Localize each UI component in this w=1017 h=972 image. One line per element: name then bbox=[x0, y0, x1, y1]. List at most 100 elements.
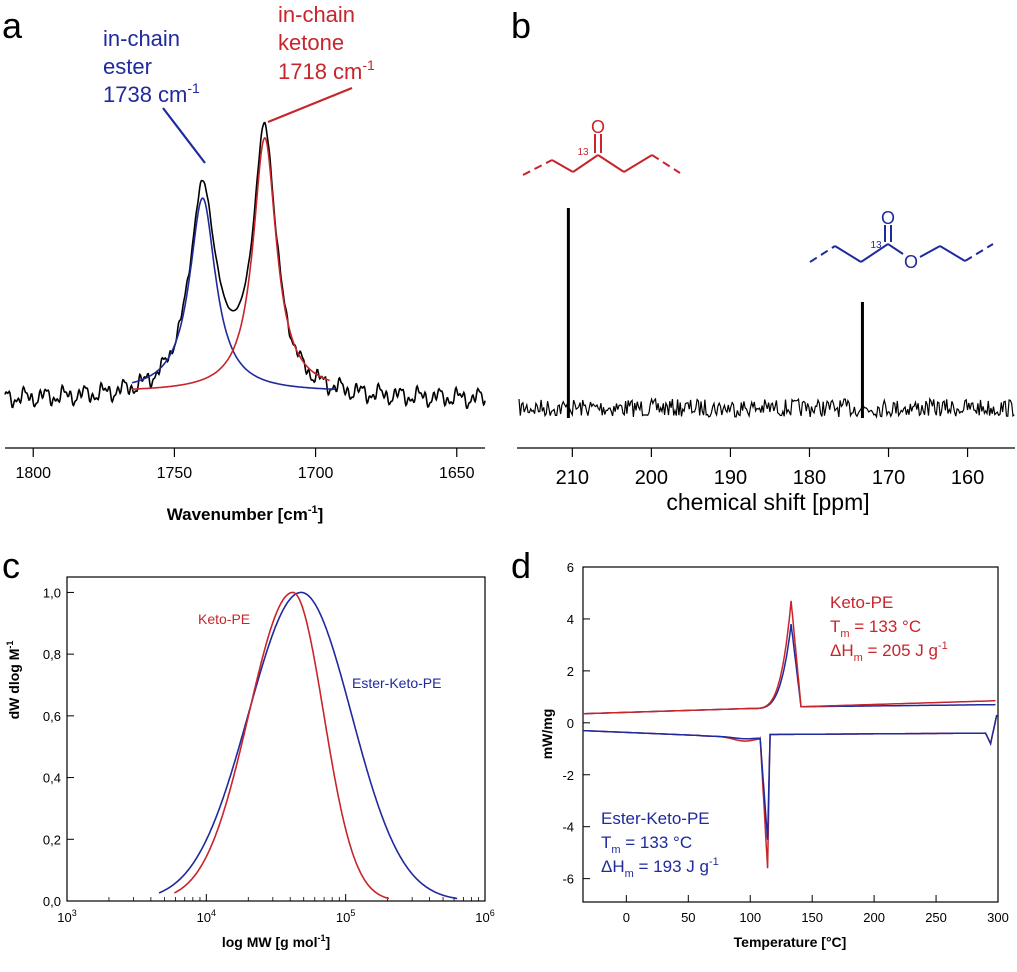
panel-letter-c: c bbox=[2, 545, 20, 586]
panel-a-ketone-line-3: 1718 cm-1 bbox=[278, 57, 375, 84]
panel-c-xlabel-end: ] bbox=[326, 934, 331, 950]
panel-d-keto-pe-dh-val: = 205 J g bbox=[863, 641, 938, 660]
panel-letter-a: a bbox=[2, 5, 23, 46]
panel-c-x-tick-base: 10 bbox=[57, 910, 71, 925]
panel-d-annotation-ester-keto-pe: Ester-Keto-PE Tm = 133 °C ΔHm = 193 J g-… bbox=[601, 809, 719, 880]
panel-d-ester-keto-pe-dh-main: ΔH bbox=[601, 857, 625, 876]
panel-a-x-axis-label: Wavenumber [cm-1] bbox=[167, 504, 324, 524]
panel-d-ester-keto-pe-tm-main: T bbox=[601, 833, 611, 852]
panel-d-annotation-keto-pe: Keto-PE Tm = 133 °C ΔHm = 205 J g-1 bbox=[830, 593, 948, 664]
panel-b-x-tick-label: 180 bbox=[793, 467, 826, 489]
panel-a-x-tick-label: 1650 bbox=[439, 465, 475, 482]
panel-d-y-tick-label: 2 bbox=[567, 664, 574, 679]
panel-c-legend-keto-pe: Keto-PE bbox=[198, 611, 250, 627]
panel-d-ester-keto-pe-dh-val: = 193 J g bbox=[634, 857, 709, 876]
panel-b-ester-label-13: 13 bbox=[870, 240, 882, 251]
panel-letter-d: d bbox=[511, 545, 531, 586]
panel-a-x-tick-label: 1750 bbox=[157, 465, 193, 482]
panel-d-keto-pe-dh-main: ΔH bbox=[830, 641, 854, 660]
panel-d-y-tick-label: 4 bbox=[567, 612, 574, 627]
panel-a-ester-line-3: 1738 cm-1 bbox=[103, 80, 200, 107]
panel-a-ketone-line-1: in-chain bbox=[278, 2, 355, 27]
panel-a-ester-wavenumber: 1738 cm bbox=[103, 82, 187, 107]
panel-d-x-tick-label: 250 bbox=[925, 910, 947, 925]
panel-d-x-tick-label: 50 bbox=[681, 910, 695, 925]
panel-a-xlabel-end: ] bbox=[318, 505, 324, 524]
panel-d-x-tick-label: 200 bbox=[863, 910, 885, 925]
panel-a-x-tick-label: 1700 bbox=[298, 465, 334, 482]
panel-b-nmr-spectrum-line bbox=[518, 396, 1015, 419]
panel-d-keto-pe-dh-sub: m bbox=[854, 652, 863, 664]
panel-d-y-tick-label: -4 bbox=[562, 820, 574, 835]
panel-d-series-keto-pe-heating-line bbox=[583, 600, 996, 715]
panel-d-x-tick-label: 300 bbox=[987, 910, 1009, 925]
panel-d-y-tick-label: 6 bbox=[567, 560, 574, 575]
panel-d-series-ester-keto-pe-heating-line bbox=[583, 624, 996, 715]
panel-d-keto-pe-tm-main: T bbox=[830, 617, 840, 636]
panel-d-plot-frame bbox=[582, 566, 999, 903]
panel-letter-b: b bbox=[511, 5, 531, 46]
panel-b-x-axis-label: chemical shift [ppm] bbox=[666, 489, 869, 515]
panel-a-x-ticks: 1800 1750 1700 1650 bbox=[15, 448, 475, 482]
panel-c-series-ester-keto-pe-line bbox=[158, 591, 458, 900]
panel-c-x-tick-exp: 3 bbox=[72, 908, 77, 918]
panel-d-x-tick-label: 0 bbox=[623, 910, 630, 925]
panel-d-keto-pe-dh-sup: -1 bbox=[938, 640, 948, 652]
panel-c-xlabel-main: log MW [g mol bbox=[222, 934, 318, 950]
panel-d-ester-keto-pe-name: Ester-Keto-PE bbox=[601, 809, 710, 828]
panel-c-x-tick-base: 10 bbox=[336, 910, 350, 925]
panel-d-ester-keto-pe-tm: Tm = 133 °C bbox=[601, 833, 692, 856]
panel-d-y-tick-label: 0 bbox=[567, 716, 574, 731]
panel-d-ester-keto-pe-tm-val: = 133 °C bbox=[621, 833, 693, 852]
panel-c-x-tick-label: 105 bbox=[336, 908, 355, 925]
panel-a-x-tick-label: 1800 bbox=[15, 465, 51, 482]
panel-a-xlabel-main: Wavenumber [cm bbox=[167, 505, 308, 524]
panel-a-xlabel-sup: -1 bbox=[308, 504, 318, 516]
panel-c-x-tick-label: 104 bbox=[197, 908, 216, 925]
panel-a-ester-pointer bbox=[162, 107, 206, 164]
panel-a-ketone-wavenumber: 1718 cm bbox=[278, 59, 362, 84]
panel-d-keto-pe-name: Keto-PE bbox=[830, 593, 893, 612]
panel-b-ketone-label-13: 13 bbox=[577, 147, 589, 158]
panel-c-x-tick-exp: 5 bbox=[350, 908, 355, 918]
panel-d-ticks: 0 50 100 150 200 250 300 -6 -4 -2 0 2 4 6 bbox=[562, 560, 1008, 925]
panel-c-plot-frame bbox=[66, 576, 486, 902]
panel-c-x-axis-label: log MW [g mol-1] bbox=[222, 933, 330, 950]
panel-c-y-tick-label: 0,4 bbox=[43, 771, 61, 786]
panel-c-y-tick-label: 1,0 bbox=[43, 585, 61, 600]
panel-c-x-tick-base: 10 bbox=[475, 910, 489, 925]
panel-b-ester-ether-oxygen: O bbox=[904, 252, 918, 272]
panel-d-keto-pe-tm-sub: m bbox=[840, 628, 849, 640]
panel-d-series-ester-keto-pe-cooling-line bbox=[583, 714, 998, 840]
panel-d-ester-keto-pe-tm-sub: m bbox=[611, 844, 620, 856]
panel-d-ester-keto-pe-dh-sub: m bbox=[625, 868, 634, 880]
panel-b-x-tick-label: 200 bbox=[635, 467, 668, 489]
panel-c-y-tick-label: 0,2 bbox=[43, 832, 61, 847]
panel-c-y-tick-label: 0,8 bbox=[43, 647, 61, 662]
panel-a-series-ester-fit-line bbox=[131, 197, 336, 391]
panel-d-keto-pe-tm: Tm = 133 °C bbox=[830, 617, 921, 640]
panel-b-x-tick-label: 190 bbox=[714, 467, 747, 489]
panel-d-y-tick-label: -2 bbox=[562, 768, 574, 783]
panel-b-ester-structure bbox=[809, 225, 994, 263]
panel-c-y-tick-label: 0,0 bbox=[43, 894, 61, 909]
panel-c-x-tick-label: 106 bbox=[475, 908, 494, 925]
panel-c-y-axis-label: dW dlog M-1 bbox=[5, 641, 22, 720]
panel-c-xlabel-sup: -1 bbox=[317, 933, 325, 943]
panel-c-ylabel-main: dW dlog M bbox=[6, 649, 22, 720]
panel-a-annotation-ester: in-chain ester 1738 cm-1 bbox=[103, 26, 200, 107]
panel-b: 210 200 190 180 170 160 chemical shift [ppm] … bbox=[517, 117, 1015, 515]
panel-a-ketone-pointer bbox=[267, 86, 353, 124]
panel-d-y-axis-label: mW/mg bbox=[539, 709, 555, 760]
panel-d-x-tick-label: 150 bbox=[801, 910, 823, 925]
panel-b-ester-carbonyl-oxygen: O bbox=[881, 208, 895, 228]
panel-c-series-keto-pe-line bbox=[174, 591, 390, 900]
panel-d-ester-keto-pe-dh-sup: -1 bbox=[709, 856, 719, 868]
panel-b-x-tick-label: 170 bbox=[872, 467, 905, 489]
panel-a-ketone-sup: -1 bbox=[362, 57, 375, 73]
panel-a-ester-line-1: in-chain bbox=[103, 26, 180, 51]
panel-a-series-ketone-fit-line bbox=[131, 136, 330, 390]
panel-c-x-tick-exp: 4 bbox=[211, 908, 216, 918]
